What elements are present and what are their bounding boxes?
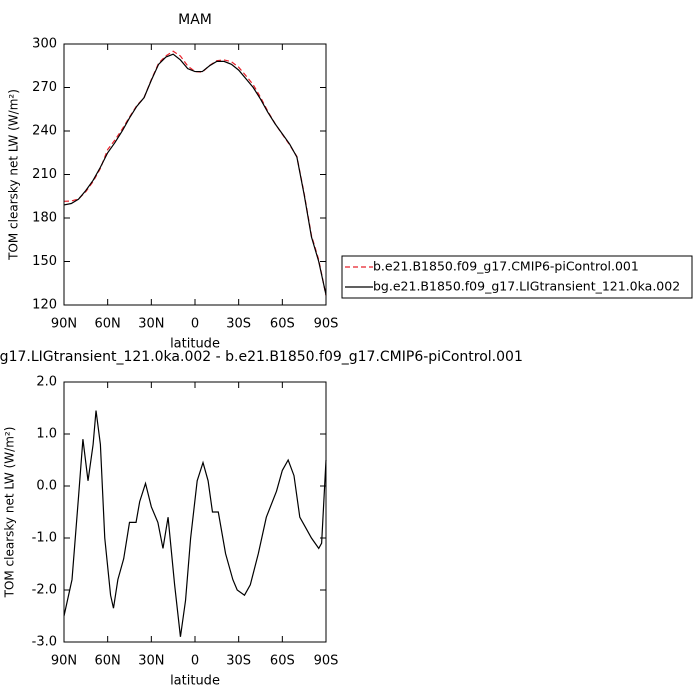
chart-title: bg.e21.B1850.f09_g17.LIGtransient_121.0k… xyxy=(0,349,523,365)
x-tick-label: 0 xyxy=(191,317,199,332)
x-tick-label: 90N xyxy=(51,654,77,669)
x-tick-label: 90S xyxy=(314,654,339,669)
x-tick-label: 0 xyxy=(191,654,199,669)
y-tick-label: 210 xyxy=(32,167,57,182)
x-tick-label: 60S xyxy=(270,317,295,332)
x-tick-label: 60S xyxy=(270,654,295,669)
x-tick-label: 30N xyxy=(138,654,164,669)
y-tick-label: 2.0 xyxy=(36,375,57,390)
x-tick-label: 60N xyxy=(95,317,121,332)
y-tick-label: 1.0 xyxy=(36,427,57,442)
legend-label: bg.e21.B1850.f09_g17.LIGtransient_121.0k… xyxy=(373,279,680,294)
y-tick-label: 240 xyxy=(32,124,57,139)
y-tick-label: 270 xyxy=(32,80,57,95)
x-axis-label: latitude xyxy=(170,337,220,352)
plot-frame xyxy=(63,43,327,306)
x-tick-label: 90S xyxy=(314,317,339,332)
data-line xyxy=(63,50,327,296)
y-tick-label: -1.0 xyxy=(32,531,57,546)
y-tick-label: 180 xyxy=(32,211,57,226)
x-tick-label: 30N xyxy=(138,317,164,332)
x-tick-label: 30S xyxy=(226,654,251,669)
data-line xyxy=(63,53,327,295)
legend-box xyxy=(341,255,693,299)
chart-title: MAM xyxy=(178,12,212,28)
y-tick-label: 300 xyxy=(32,37,57,52)
y-axis-label: TOM clearsky net LW (W/m²) xyxy=(3,427,17,599)
y-tick-label: 0.0 xyxy=(36,479,57,494)
y-tick-label: -3.0 xyxy=(32,635,57,650)
x-tick-label: 90N xyxy=(51,317,77,332)
y-tick-label: -2.0 xyxy=(32,583,57,598)
y-tick-label: 150 xyxy=(32,254,57,269)
plot-frame xyxy=(63,381,327,643)
data-line xyxy=(63,410,327,637)
y-tick-label: 120 xyxy=(32,298,57,313)
legend-label: b.e21.B1850.f09_g17.CMIP6-piControl.001 xyxy=(373,259,639,274)
y-axis-label: TOM clearsky net LW (W/m²) xyxy=(7,89,21,261)
x-axis-label: latitude xyxy=(170,674,220,689)
x-tick-label: 60N xyxy=(95,654,121,669)
x-tick-label: 30S xyxy=(226,317,251,332)
